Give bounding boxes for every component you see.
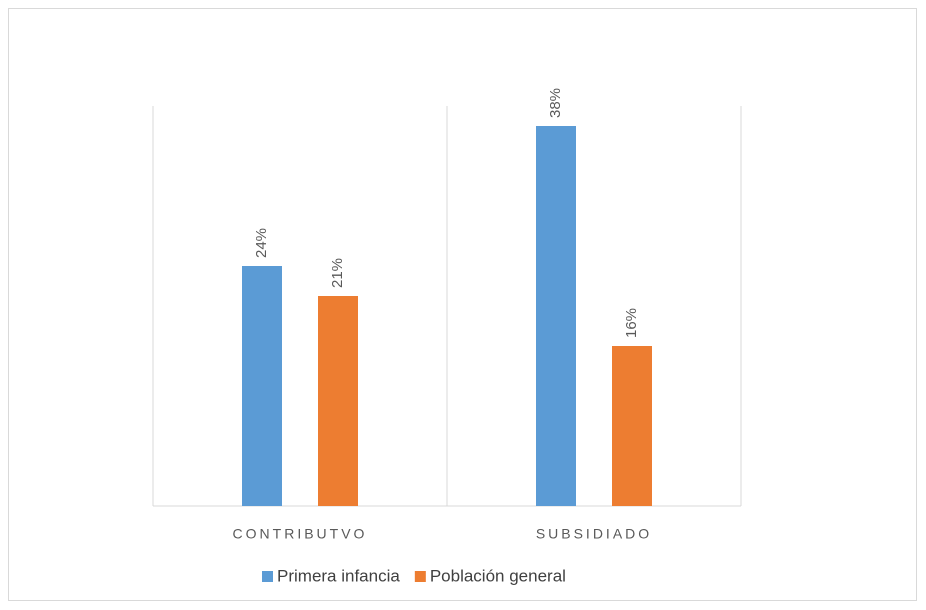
legend-swatch xyxy=(414,571,426,582)
bar xyxy=(242,266,282,506)
legend-label: Primera infancia xyxy=(277,566,400,585)
legend-swatch xyxy=(262,571,273,582)
data-label: 21% xyxy=(329,258,346,288)
chart-border xyxy=(8,8,917,601)
data-label: 16% xyxy=(623,308,640,338)
bar xyxy=(318,296,358,506)
x-tick-label: SUBSIDIADO xyxy=(536,526,652,542)
legend-label: Población general xyxy=(430,566,566,585)
data-label: 24% xyxy=(253,228,270,258)
x-tick-label: CONTRIBUTVO xyxy=(233,526,368,542)
bar xyxy=(536,126,576,506)
data-label: 38% xyxy=(547,88,564,118)
bar xyxy=(612,346,652,506)
